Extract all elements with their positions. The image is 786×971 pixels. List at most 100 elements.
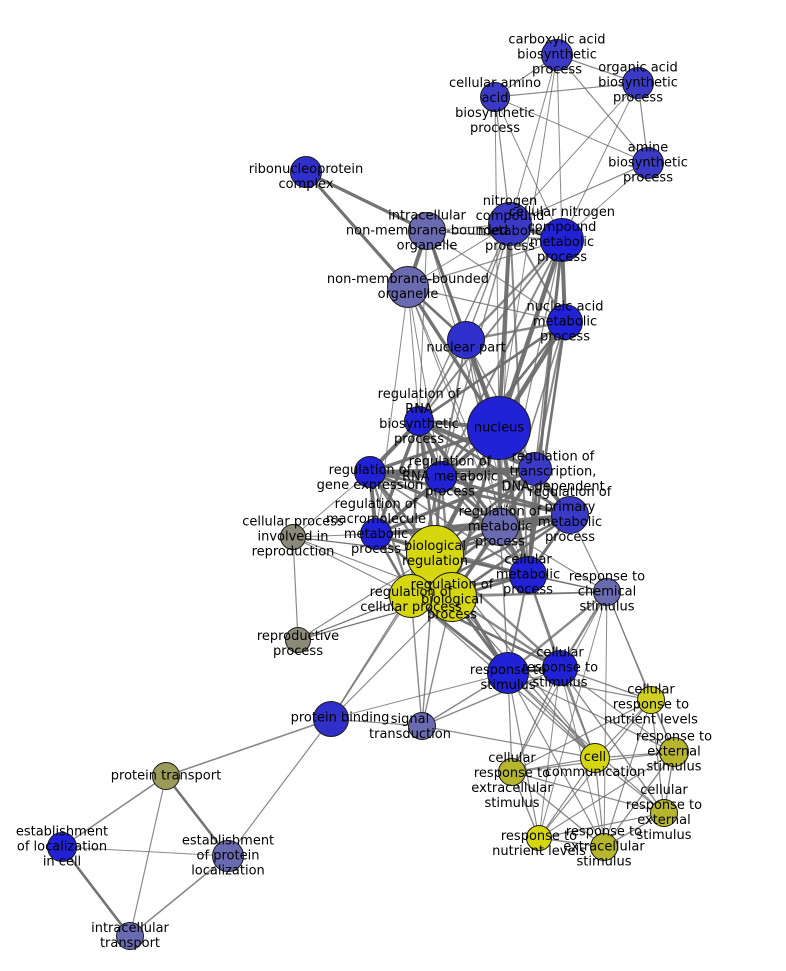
graph-node[interactable] [659,737,689,767]
graph-edge [556,54,649,164]
graph-edge [511,667,561,773]
graph-edge [330,595,412,720]
graph-edge [511,771,665,814]
graph-node[interactable] [387,266,429,308]
graph-edge [494,96,500,429]
graph-edge [534,239,563,470]
graph-node[interactable] [116,922,144,950]
graph-node[interactable] [285,627,311,653]
graph-edge [305,170,428,233]
graph-node[interactable] [313,701,349,737]
graph-node[interactable] [360,518,392,550]
graph-edge [603,699,652,848]
graph-node[interactable] [447,321,485,359]
graph-node[interactable] [498,758,526,786]
graph-node[interactable] [408,212,446,250]
graph-edge [407,239,563,288]
graph-node[interactable] [526,825,552,851]
graph-edge [507,672,665,814]
graph-node[interactable] [481,508,519,546]
graph-edge [227,718,332,857]
graph-node[interactable] [632,147,664,179]
graph-edge [534,321,566,470]
graph-edge [465,239,563,341]
graph-edge [496,239,565,429]
graph-node[interactable] [540,218,584,262]
graph-node[interactable] [425,461,457,493]
graph-edge [494,96,649,164]
graph-edge [556,54,563,241]
graph-node[interactable] [389,574,433,618]
graph-node[interactable] [518,452,552,486]
graph-edge [511,699,652,773]
graph-edge [509,162,649,225]
graph-edge [507,672,675,753]
graph-node[interactable] [542,650,578,686]
graph-edge [304,170,410,289]
graph-edge [330,596,453,720]
graph-edge [603,751,675,848]
graph-edge [375,286,409,535]
graph-edge [418,320,566,423]
graph-node[interactable] [354,456,386,488]
graph-edge [499,526,509,674]
graph-node[interactable] [547,304,583,340]
graph-edge [407,286,420,422]
graph-node[interactable] [290,156,322,188]
graph-node[interactable] [152,762,180,790]
graph-edge [60,846,132,937]
graph-node[interactable] [650,799,678,827]
graph-edge [561,82,639,241]
graph-edge [61,775,167,848]
graph-edge [538,812,665,839]
graph-edge [61,846,229,857]
graph-edge [509,54,558,225]
graph-node[interactable] [593,578,621,606]
graph-edge [509,82,639,225]
graph-edge [407,286,566,323]
graph-node[interactable] [622,67,654,99]
graph-edge [440,475,571,517]
graph-edge [507,672,605,848]
graph-edge [650,699,665,814]
graph-node[interactable] [541,39,573,71]
graph-edge [494,82,639,98]
graph-edge [330,672,509,720]
graph-edge [498,54,558,429]
graph-edge [165,718,332,777]
graph-edge [507,672,652,701]
graph-edge [494,96,563,241]
graph-edge [418,239,563,422]
graph-node[interactable] [580,743,610,773]
graph-edge [369,470,571,517]
graph-node[interactable] [280,524,306,550]
graph-edge [538,751,675,839]
graph-edge [497,223,512,429]
graph-node[interactable] [488,202,532,246]
graph-edge [292,536,299,641]
graph-edge [499,526,608,593]
graph-edge [421,725,596,759]
graph-node[interactable] [487,652,529,694]
graph-node[interactable] [427,572,477,622]
graph-node[interactable] [408,712,436,740]
graph-node[interactable] [212,840,244,872]
graph-edge [129,855,229,937]
graph-edge [507,672,540,839]
graph-node[interactable] [467,396,531,460]
graph-edge [538,591,608,839]
graph-edge [538,757,596,839]
graph-node[interactable] [480,82,510,112]
graph-node[interactable] [590,833,618,861]
graph-edge [426,230,566,323]
graph-node[interactable] [509,556,547,594]
graph-edge [418,420,529,576]
graph-node[interactable] [637,686,665,714]
graph-node[interactable] [47,832,77,862]
graph-node[interactable] [551,496,589,534]
graph-node[interactable] [404,406,434,436]
graph-edge [129,775,167,937]
graph-edge [292,471,371,538]
graph-edge [421,667,561,727]
